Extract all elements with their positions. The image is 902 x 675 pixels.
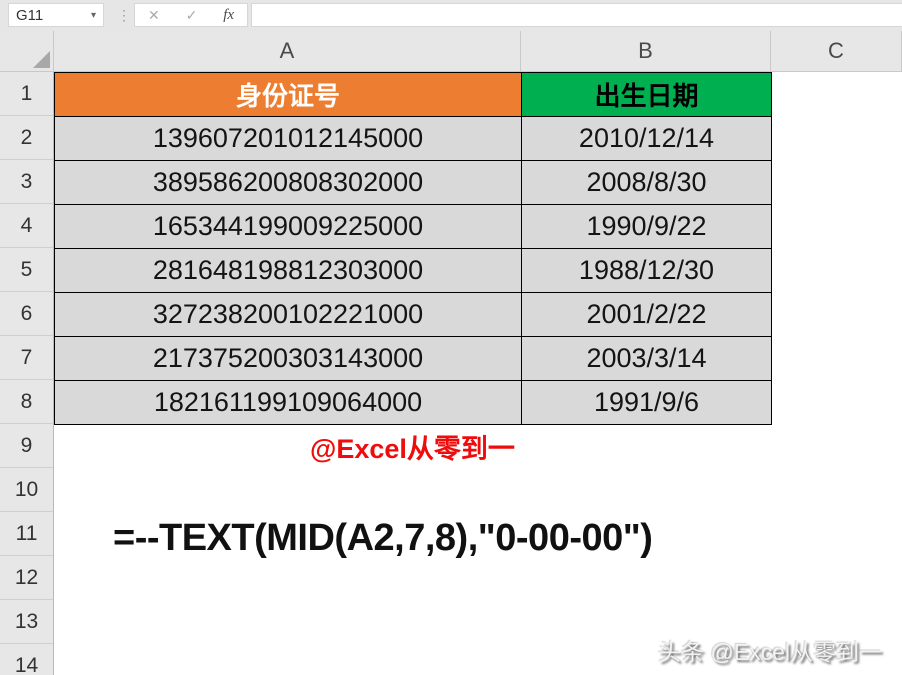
row-header-14[interactable]: 14 [0, 644, 54, 675]
row-header-11[interactable]: 11 [0, 512, 54, 556]
formula-annotation: =--TEXT(MID(A2,7,8),"0-00-00") [113, 517, 653, 559]
cell-b6-date[interactable]: 2001/2/22 [522, 293, 772, 337]
cell-a7-id[interactable]: 217375200303143000 [55, 337, 522, 381]
enter-icon[interactable]: ✓ [185, 6, 198, 23]
table-row: 217375200303143000 2003/3/14 [55, 337, 772, 381]
column-header-a[interactable]: A [54, 31, 521, 72]
table-row: 281648198812303000 1988/12/30 [55, 249, 772, 293]
cell-b4-date[interactable]: 1990/9/22 [522, 205, 772, 249]
row-header-10[interactable]: 10 [0, 468, 54, 512]
row-header-3[interactable]: 3 [0, 160, 54, 204]
formula-buttons: ✕ ✓ fx [134, 3, 248, 27]
table-row: 327238200102221000 2001/2/22 [55, 293, 772, 337]
cell-b5-date[interactable]: 1988/12/30 [522, 249, 772, 293]
cell-a8-id[interactable]: 182161199109064000 [55, 381, 522, 425]
cell-a1-header[interactable]: 身份证号 [55, 73, 522, 117]
row-header-2[interactable]: 2 [0, 116, 54, 160]
cell-b7-date[interactable]: 2003/3/14 [522, 337, 772, 381]
name-box[interactable]: G11 ▾ [8, 3, 104, 27]
cell-a5-id[interactable]: 281648198812303000 [55, 249, 522, 293]
author-watermark-red: @Excel从零到一 [310, 433, 515, 464]
row-header-13[interactable]: 13 [0, 600, 54, 644]
cell-a3-id[interactable]: 389586200808302000 [55, 161, 522, 205]
table-row: 389586200808302000 2008/8/30 [55, 161, 772, 205]
cell-b2-date[interactable]: 2010/12/14 [522, 117, 772, 161]
data-table: 身份证号 出生日期 139607201012145000 2010/12/14 … [54, 72, 772, 425]
cell-b1-header[interactable]: 出生日期 [522, 73, 772, 117]
select-all-corner[interactable] [0, 31, 54, 72]
column-header-b[interactable]: B [521, 31, 771, 72]
table-row: 182161199109064000 1991/9/6 [55, 381, 772, 425]
row-header-1[interactable]: 1 [0, 72, 54, 116]
name-box-value: G11 [16, 6, 44, 24]
table-header-row: 身份证号 出生日期 [55, 73, 772, 117]
cell-a6-id[interactable]: 327238200102221000 [55, 293, 522, 337]
cell-a4-id[interactable]: 165344199009225000 [55, 205, 522, 249]
row-header-12[interactable]: 12 [0, 556, 54, 600]
row-header-7[interactable]: 7 [0, 336, 54, 380]
column-header-c[interactable]: C [771, 31, 902, 72]
cell-b3-date[interactable]: 2008/8/30 [522, 161, 772, 205]
table-row: 165344199009225000 1990/9/22 [55, 205, 772, 249]
row-header-6[interactable]: 6 [0, 292, 54, 336]
row-header-9[interactable]: 9 [0, 424, 54, 468]
row-header-5[interactable]: 5 [0, 248, 54, 292]
cancel-icon[interactable]: ✕ [147, 6, 160, 23]
toutiao-watermark: 头条 @Excel从零到一 [658, 639, 882, 665]
cell-a2-id[interactable]: 139607201012145000 [55, 117, 522, 161]
cell-b8-date[interactable]: 1991/9/6 [522, 381, 772, 425]
row-header-4[interactable]: 4 [0, 204, 54, 248]
formula-bar-input[interactable] [251, 3, 902, 27]
row-header-8[interactable]: 8 [0, 380, 54, 424]
name-box-dropdown-icon[interactable]: ▾ [90, 9, 96, 21]
row-headers: 1 2 3 4 5 6 7 8 9 10 11 12 13 14 [0, 72, 54, 675]
select-all-triangle-icon [33, 51, 50, 68]
table-row: 139607201012145000 2010/12/14 [55, 117, 772, 161]
toolbar-separator-dots-icon: ⋮ [117, 7, 131, 23]
formula-toolbar: G11 ▾ ⋮ ✕ ✓ fx [0, 0, 902, 31]
insert-function-icon[interactable]: fx [223, 6, 235, 23]
